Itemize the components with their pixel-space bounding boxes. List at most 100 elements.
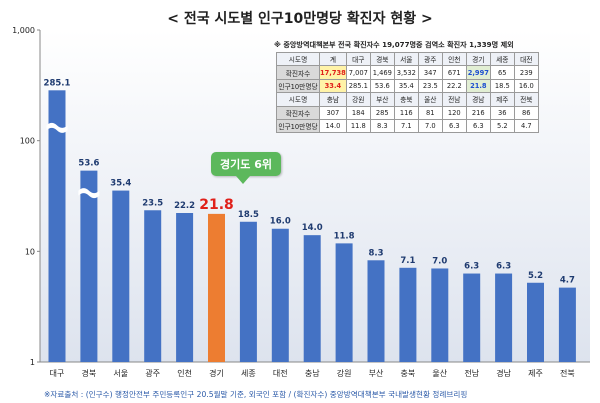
table-cell: 184 [345,105,371,120]
value-label: 6.3 [464,262,479,272]
table-cell: 21.8 [465,78,491,94]
value-label: 7.0 [432,256,447,266]
table-cell: 14.0 [319,118,347,134]
table-row: 확진자수 17,738 7,007 1,469 3,532 347 671 2,997 65 23… [276,65,539,80]
table-cell: 부산 [369,92,395,107]
table-title: ※ 중앙방역대책본부 전국 확진자수 19,077명중 검역소 확진자 1,33… [274,40,514,49]
table-row-header: 인구10만명당 [276,118,320,134]
table-cell: 671 [441,65,467,80]
value-label: 22.2 [174,201,195,211]
table-row: 인구10만명당 33.4 285.1 53.6 35.4 23.5 22.2 21.8 18.5… [276,78,539,94]
table-row-header: 확진자수 [276,105,320,120]
table-cell: 5.2 [489,118,515,134]
x-tick-label: 강원 [337,368,352,378]
page-title: < 전국 시도별 인구10만명당 확진자 현황 > [167,11,433,27]
table-cell: 6.3 [441,118,467,134]
value-label: 35.4 [110,179,131,189]
table-cell: 7.1 [393,118,419,134]
x-tick-label: 인천 [177,368,192,378]
table-cell: 경북 [369,51,395,67]
table-cell: 8.3 [369,118,395,134]
table-cell: 울산 [417,92,443,107]
bar-부산 [367,260,385,362]
table-cell: 22.2 [441,78,467,94]
callout-pointer [236,176,250,184]
table-cell: 65 [489,65,515,80]
table-row-header: 시도명 [276,51,320,67]
table-cell: 17,738 [319,65,347,80]
x-tick-label: 세종 [241,369,256,378]
value-label: 4.7 [560,276,575,286]
x-tick-label: 경기 [209,368,224,378]
table-row: 인구10만명당 14.0 11.8 8.3 7.1 7.0 6.3 6.3 5.2 4.7 [276,118,539,134]
table-cell: 18.5 [489,78,515,94]
table-cell: 제주 [489,92,515,107]
table-row-header: 확진자수 [276,65,320,80]
summary-table: 시도명 계 대구 경북 서울 광주 인천 경기 세종 대전 확진자수 17,738 7,007 1,469… [276,51,539,134]
axis-break-mark [46,122,68,133]
bar-광주 [144,210,162,362]
y-tick-label: 10 [25,247,35,256]
table-row: 시도명 충남 강원 부산 충북 울산 전남 경남 제주 전북 [276,92,539,107]
x-tick-label: 충남 [305,369,320,378]
bar-경기 [208,213,225,362]
bar-강원 [335,243,353,362]
value-label: 23.5 [142,198,163,208]
table-cell: 7.0 [417,118,443,134]
x-tick-label: 전북 [560,368,575,378]
bar-충남 [303,235,321,362]
bar-제주 [527,282,544,362]
bar-인천 [176,213,194,362]
x-tick-label: 울산 [432,368,447,378]
bar-경남 [495,273,513,362]
table-cell: 239 [513,65,539,80]
table-row: 확진자수 307 184 285 116 81 120 216 36 86 [276,105,539,120]
x-tick-label: 전남 [464,368,479,378]
table-row: 시도명 계 대구 경북 서울 광주 인천 경기 세종 대전 [276,51,539,67]
table-cell: 116 [393,105,419,120]
table-cell: 6.3 [465,118,491,134]
x-tick-label: 경남 [496,368,511,378]
table-cell: 인천 [441,51,467,67]
table-cell: 33.4 [319,78,347,94]
table-cell: 86 [513,105,539,120]
table-cell: 충북 [393,92,419,107]
bar-경북 [80,170,98,362]
table-cell: 11.8 [345,118,371,134]
bar-세종 [239,221,257,362]
table-cell: 216 [465,105,491,120]
y-tick-label: 100 [20,137,35,146]
table-cell: 16.0 [513,78,539,94]
table-cell: 81 [417,105,443,120]
axis-break-mark [78,188,100,199]
y-tick-label: 1,000 [12,26,35,35]
value-label: 6.3 [496,262,511,272]
table-cell: 36 [489,105,515,120]
table-cell: 경기 [465,51,491,67]
table-cell: 광주 [417,51,443,67]
table-cell: 경남 [465,92,491,107]
x-tick-label: 서울 [113,369,128,378]
table-cell: 전북 [513,92,539,107]
value-label: 18.5 [238,210,259,220]
table-cell: 53.6 [369,78,395,94]
value-label: 7.1 [400,256,415,266]
table-cell: 2,997 [465,65,491,80]
table-cell: 강원 [345,92,371,107]
table-cell: 285.1 [345,78,371,94]
value-label: 8.3 [368,248,383,258]
value-label: 11.8 [334,231,355,241]
bar-대전 [271,228,289,362]
value-label: 16.0 [270,217,291,227]
table-cell: 세종 [489,51,515,67]
bar-대구 [48,90,66,362]
table-cell: 4.7 [513,118,539,134]
value-label: 53.6 [78,159,99,169]
x-tick-label: 경북 [82,368,97,378]
bar-서울 [112,190,130,362]
value-label: 285.1 [44,78,71,88]
bar-충북 [399,267,417,362]
table-cell: 23.5 [417,78,443,94]
table-cell: 35.4 [393,78,419,94]
